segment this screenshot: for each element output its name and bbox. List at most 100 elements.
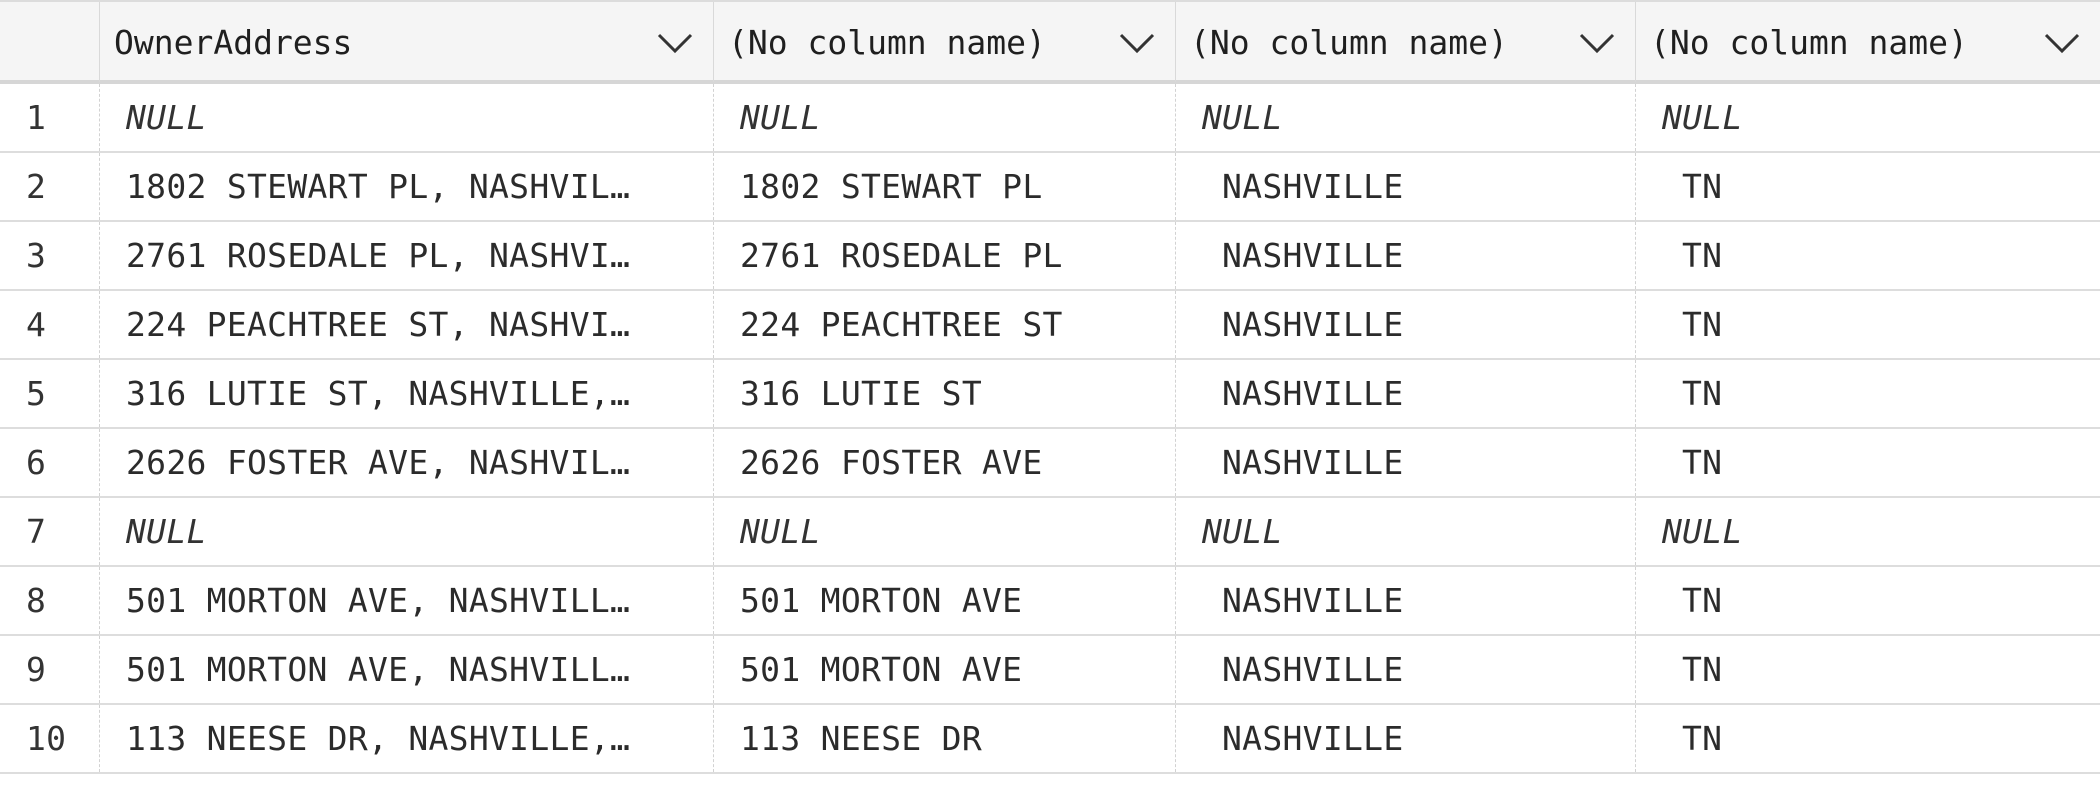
split-city-cell[interactable]: NASHVILLE [1176, 429, 1636, 496]
split-state-cell[interactable]: TN [1636, 222, 2100, 289]
cell-value: 501 MORTON AVE [740, 650, 1023, 689]
split-street-cell[interactable]: 2626 FOSTER AVE [714, 429, 1176, 496]
cell-value: NASHVILLE [1222, 374, 1404, 413]
table-row[interactable]: 1 NULL NULL NULL NULL [0, 84, 2100, 153]
split-city-cell[interactable]: NASHVILLE [1176, 222, 1636, 289]
owner-address-cell[interactable]: 501 MORTON AVE, NASHVILL… [100, 567, 714, 634]
table-row[interactable]: 3 2761 ROSEDALE PL, NASHVI… 2761 ROSEDALE … [0, 222, 2100, 291]
row-number-cell[interactable]: 10 [0, 705, 100, 772]
split-state-cell[interactable]: TN [1636, 153, 2100, 220]
row-number-cell[interactable]: 4 [0, 291, 100, 358]
split-state-cell[interactable]: TN [1636, 705, 2100, 772]
owner-address-cell[interactable]: 113 NEESE DR, NASHVILLE,… [100, 705, 714, 772]
cell-value: NASHVILLE [1222, 167, 1404, 206]
table-row[interactable]: 4 224 PEACHTREE ST, NASHVI… 224 PEACHTREE … [0, 291, 2100, 360]
row-number: 6 [26, 443, 47, 482]
cell-value: NULL [126, 512, 207, 551]
column-header-owneraddress[interactable]: OwnerAddress [100, 2, 714, 82]
column-header-3[interactable]: (No column name) [1176, 2, 1636, 82]
cell-value: NASHVILLE [1222, 650, 1404, 689]
split-street-cell[interactable]: 316 LUTIE ST [714, 360, 1176, 427]
row-number: 4 [26, 305, 47, 344]
cell-value: 501 MORTON AVE, NASHVILL… [126, 650, 631, 689]
split-street-cell[interactable]: 501 MORTON AVE [714, 636, 1176, 703]
row-number-cell[interactable]: 6 [0, 429, 100, 496]
split-state-cell[interactable]: NULL [1636, 84, 2100, 151]
split-city-cell[interactable]: NASHVILLE [1176, 705, 1636, 772]
split-city-cell[interactable]: NASHVILLE [1176, 567, 1636, 634]
row-number-cell[interactable]: 5 [0, 360, 100, 427]
split-city-cell[interactable]: NASHVILLE [1176, 153, 1636, 220]
owner-address-cell[interactable]: 1802 STEWART PL, NASHVIL… [100, 153, 714, 220]
split-city-cell[interactable]: NULL [1176, 498, 1636, 565]
split-street-cell[interactable]: 113 NEESE DR [714, 705, 1176, 772]
cell-value: 113 NEESE DR, NASHVILLE,… [126, 719, 631, 758]
chevron-down-icon[interactable] [657, 32, 693, 54]
cell-value: TN [1682, 236, 1723, 275]
row-number-cell[interactable]: 7 [0, 498, 100, 565]
chevron-down-icon[interactable] [2044, 32, 2080, 54]
table-row[interactable]: 2 1802 STEWART PL, NASHVIL… 1802 STEWART P… [0, 153, 2100, 222]
split-state-cell[interactable]: TN [1636, 429, 2100, 496]
row-number: 3 [26, 236, 47, 275]
split-street-cell[interactable]: 1802 STEWART PL [714, 153, 1176, 220]
row-number-cell[interactable]: 8 [0, 567, 100, 634]
cell-value: NULL [1202, 512, 1283, 551]
table-row[interactable]: 8 501 MORTON AVE, NASHVILL… 501 MORTON AVE… [0, 567, 2100, 636]
cell-value: TN [1682, 719, 1723, 758]
owner-address-cell[interactable]: 224 PEACHTREE ST, NASHVI… [100, 291, 714, 358]
cell-value: NULL [126, 98, 207, 137]
row-number: 8 [26, 581, 47, 620]
owner-address-cell[interactable]: 501 MORTON AVE, NASHVILL… [100, 636, 714, 703]
table-row[interactable]: 7 NULL NULL NULL NULL [0, 498, 2100, 567]
cell-value: 316 LUTIE ST [740, 374, 983, 413]
split-state-cell[interactable]: NULL [1636, 498, 2100, 565]
split-state-cell[interactable]: TN [1636, 291, 2100, 358]
split-state-cell[interactable]: TN [1636, 567, 2100, 634]
split-street-cell[interactable]: 224 PEACHTREE ST [714, 291, 1176, 358]
owner-address-cell[interactable]: NULL [100, 84, 714, 151]
column-header-2[interactable]: (No column name) [714, 2, 1176, 82]
chevron-down-icon[interactable] [1579, 32, 1615, 54]
row-number-header [0, 2, 100, 82]
table-row[interactable]: 10 113 NEESE DR, NASHVILLE,… 113 NEESE DR N… [0, 705, 2100, 774]
split-state-cell[interactable]: TN [1636, 636, 2100, 703]
split-street-cell[interactable]: 501 MORTON AVE [714, 567, 1176, 634]
cell-value: 316 LUTIE ST, NASHVILLE,… [126, 374, 631, 413]
column-header-label: (No column name) [1190, 22, 1508, 62]
split-state-cell[interactable]: TN [1636, 360, 2100, 427]
row-number-cell[interactable]: 1 [0, 84, 100, 151]
cell-value: 113 NEESE DR [740, 719, 983, 758]
split-city-cell[interactable]: NASHVILLE [1176, 360, 1636, 427]
cell-value: NASHVILLE [1222, 581, 1404, 620]
cell-value: NULL [1202, 98, 1283, 137]
cell-value: NULL [1662, 98, 1743, 137]
cell-value: 2626 FOSTER AVE, NASHVIL… [126, 443, 631, 482]
table-row[interactable]: 5 316 LUTIE ST, NASHVILLE,… 316 LUTIE ST NA… [0, 360, 2100, 429]
owner-address-cell[interactable]: 2761 ROSEDALE PL, NASHVI… [100, 222, 714, 289]
table-row[interactable]: 9 501 MORTON AVE, NASHVILL… 501 MORTON AVE… [0, 636, 2100, 705]
cell-value: TN [1682, 305, 1723, 344]
cell-value: 2761 ROSEDALE PL [740, 236, 1063, 275]
split-city-cell[interactable]: NASHVILLE [1176, 291, 1636, 358]
split-street-cell[interactable]: 2761 ROSEDALE PL [714, 222, 1176, 289]
split-city-cell[interactable]: NULL [1176, 84, 1636, 151]
grid-header: OwnerAddress (No column name) (No column… [0, 0, 2100, 84]
row-number-cell[interactable]: 2 [0, 153, 100, 220]
cell-value: 224 PEACHTREE ST [740, 305, 1063, 344]
split-city-cell[interactable]: NASHVILLE [1176, 636, 1636, 703]
column-header-label: OwnerAddress [114, 22, 353, 62]
cell-value: NULL [740, 98, 821, 137]
chevron-down-icon[interactable] [1119, 32, 1155, 54]
table-row[interactable]: 6 2626 FOSTER AVE, NASHVIL… 2626 FOSTER AV… [0, 429, 2100, 498]
row-number: 10 [26, 719, 67, 758]
split-street-cell[interactable]: NULL [714, 498, 1176, 565]
split-street-cell[interactable]: NULL [714, 84, 1176, 151]
row-number-cell[interactable]: 9 [0, 636, 100, 703]
row-number-cell[interactable]: 3 [0, 222, 100, 289]
owner-address-cell[interactable]: 2626 FOSTER AVE, NASHVIL… [100, 429, 714, 496]
owner-address-cell[interactable]: NULL [100, 498, 714, 565]
column-header-4[interactable]: (No column name) [1636, 2, 2100, 82]
owner-address-cell[interactable]: 316 LUTIE ST, NASHVILLE,… [100, 360, 714, 427]
